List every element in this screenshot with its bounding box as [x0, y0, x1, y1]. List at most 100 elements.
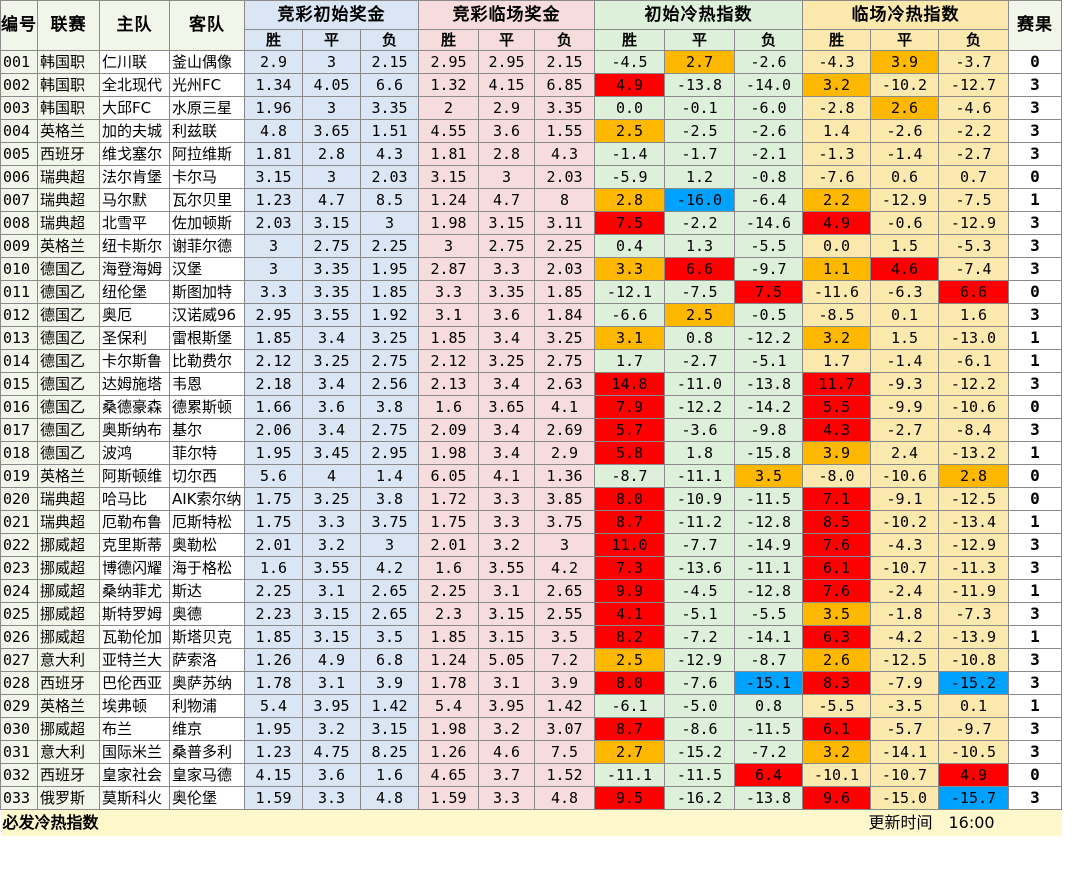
cell-id[interactable]: 014	[0, 349, 38, 373]
cell-live-index[interactable]: 8.5	[802, 510, 871, 534]
cell-live-odds[interactable]: 3.3	[478, 257, 535, 281]
footer-update-time[interactable]: 16:00	[938, 809, 1062, 836]
cell-initial-index[interactable]: -7.5	[664, 280, 735, 304]
cell-initial-index[interactable]: -12.1	[594, 280, 665, 304]
cell-initial-odds[interactable]: 3.65	[302, 119, 361, 143]
cell-initial-index[interactable]: -1.4	[594, 142, 665, 166]
cell-id[interactable]: 033	[0, 786, 38, 810]
cell-live-odds[interactable]: 3.3	[478, 786, 535, 810]
cell-live-odds[interactable]: 2.65	[534, 579, 595, 603]
cell-live-odds[interactable]: 3.6	[478, 303, 535, 327]
cell-initial-index[interactable]: -0.8	[734, 165, 803, 189]
cell-initial-index[interactable]: 11.0	[594, 533, 665, 557]
cell-live-odds[interactable]: 1.85	[418, 326, 479, 350]
cell-league[interactable]: 俄罗斯	[37, 786, 100, 810]
cell-initial-index[interactable]: -14.1	[734, 625, 803, 649]
cell-live-odds[interactable]: 1.98	[418, 441, 479, 465]
cell-initial-index[interactable]: -9.7	[734, 257, 803, 281]
cell-home-team[interactable]: 全北现代	[99, 73, 170, 97]
cell-live-odds[interactable]: 1.85	[534, 280, 595, 304]
cell-live-index[interactable]: -6.1	[938, 349, 1009, 373]
cell-initial-index[interactable]: -11.5	[734, 487, 803, 511]
cell-initial-odds[interactable]: 3.6	[302, 395, 361, 419]
cell-initial-odds[interactable]: 3.55	[302, 303, 361, 327]
cell-initial-odds[interactable]: 3.95	[302, 694, 361, 718]
cell-away-team[interactable]: 奥伦堡	[169, 786, 245, 810]
cell-away-team[interactable]: 汉堡	[169, 257, 245, 281]
cell-initial-index[interactable]: 1.8	[664, 441, 735, 465]
cell-initial-odds[interactable]: 5.4	[244, 694, 303, 718]
cell-initial-index[interactable]: -5.0	[664, 694, 735, 718]
cell-live-index[interactable]: 3.5	[802, 602, 871, 626]
cell-live-odds[interactable]: 3	[478, 165, 535, 189]
cell-id[interactable]: 015	[0, 372, 38, 396]
sub-header-loss[interactable]: 负	[938, 29, 1009, 51]
cell-home-team[interactable]: 阿斯顿维	[99, 464, 170, 488]
cell-live-odds[interactable]: 3.15	[478, 625, 535, 649]
sub-header-draw[interactable]: 平	[302, 29, 361, 51]
cell-live-odds[interactable]: 1.24	[418, 648, 479, 672]
cell-initial-odds[interactable]: 3	[360, 533, 419, 557]
cell-live-odds[interactable]: 3.4	[478, 326, 535, 350]
cell-home-team[interactable]: 马尔默	[99, 188, 170, 212]
cell-id[interactable]: 004	[0, 119, 38, 143]
cell-initial-index[interactable]: 7.9	[594, 395, 665, 419]
cell-live-odds[interactable]: 3.65	[478, 395, 535, 419]
cell-initial-odds[interactable]: 4	[302, 464, 361, 488]
cell-live-index[interactable]: -10.7	[870, 763, 939, 787]
cell-live-index[interactable]: 3.2	[802, 73, 871, 97]
cell-live-index[interactable]: 11.7	[802, 372, 871, 396]
cell-initial-index[interactable]: -0.5	[734, 303, 803, 327]
cell-initial-index[interactable]: -5.1	[734, 349, 803, 373]
cell-initial-index[interactable]: -8.6	[664, 717, 735, 741]
cell-live-odds[interactable]: 6.05	[418, 464, 479, 488]
cell-home-team[interactable]: 维戈塞尔	[99, 142, 170, 166]
cell-live-index[interactable]: -2.7	[938, 142, 1009, 166]
cell-initial-odds[interactable]: 3.45	[302, 441, 361, 465]
cell-result[interactable]: 3	[1008, 303, 1062, 327]
cell-live-odds[interactable]: 3.9	[534, 671, 595, 695]
cell-live-index[interactable]: 1.5	[870, 234, 939, 258]
cell-initial-index[interactable]: -10.9	[664, 487, 735, 511]
cell-live-index[interactable]: 4.9	[802, 211, 871, 235]
cell-initial-index[interactable]: -6.6	[594, 303, 665, 327]
header-live-index[interactable]: 临场冷热指数	[802, 0, 1009, 30]
cell-home-team[interactable]: 国际米兰	[99, 740, 170, 764]
cell-result[interactable]: 1	[1008, 510, 1062, 534]
cell-live-index[interactable]: -13.2	[938, 441, 1009, 465]
cell-initial-index[interactable]: 8.0	[594, 487, 665, 511]
sub-header-draw[interactable]: 平	[870, 29, 939, 51]
cell-league[interactable]: 挪威超	[37, 602, 100, 626]
cell-live-index[interactable]: 1.7	[802, 349, 871, 373]
cell-league[interactable]: 瑞典超	[37, 510, 100, 534]
cell-result[interactable]: 3	[1008, 119, 1062, 143]
cell-away-team[interactable]: 海于格松	[169, 556, 245, 580]
cell-result[interactable]: 3	[1008, 740, 1062, 764]
cell-home-team[interactable]: 纽伦堡	[99, 280, 170, 304]
cell-home-team[interactable]: 北雪平	[99, 211, 170, 235]
cell-id[interactable]: 021	[0, 510, 38, 534]
header-initial-index[interactable]: 初始冷热指数	[594, 0, 803, 30]
cell-initial-odds[interactable]: 3.25	[302, 487, 361, 511]
cell-initial-index[interactable]: -6.4	[734, 188, 803, 212]
cell-live-odds[interactable]: 2.12	[418, 349, 479, 373]
cell-live-odds[interactable]: 3.4	[478, 418, 535, 442]
cell-live-index[interactable]: -5.5	[802, 694, 871, 718]
cell-result[interactable]: 0	[1008, 50, 1062, 74]
cell-id[interactable]: 003	[0, 96, 38, 120]
cell-live-odds[interactable]: 2.03	[534, 257, 595, 281]
cell-initial-odds[interactable]: 1.81	[244, 142, 303, 166]
cell-initial-index[interactable]: -16.2	[664, 786, 735, 810]
cell-live-odds[interactable]: 2.87	[418, 257, 479, 281]
cell-initial-index[interactable]: -15.8	[734, 441, 803, 465]
cell-live-index[interactable]: -10.6	[938, 395, 1009, 419]
cell-home-team[interactable]: 达姆施塔	[99, 372, 170, 396]
cell-league[interactable]: 韩国职	[37, 50, 100, 74]
cell-id[interactable]: 012	[0, 303, 38, 327]
cell-live-odds[interactable]: 2	[418, 96, 479, 120]
sub-header-win[interactable]: 胜	[594, 29, 665, 51]
cell-initial-odds[interactable]: 3.25	[360, 326, 419, 350]
cell-league[interactable]: 英格兰	[37, 464, 100, 488]
cell-initial-index[interactable]: -2.6	[734, 50, 803, 74]
cell-league[interactable]: 西班牙	[37, 142, 100, 166]
